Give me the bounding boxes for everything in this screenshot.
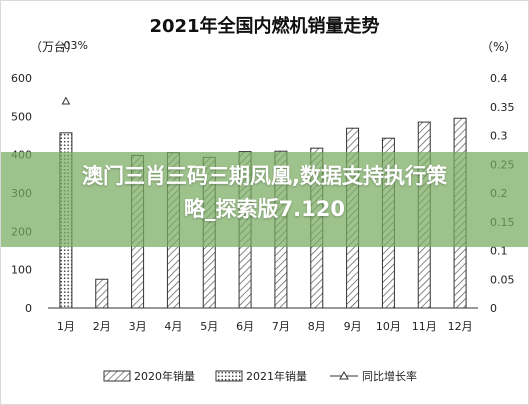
right-tick-label: 0.05	[490, 273, 515, 286]
left-axis-unit: （万台）	[30, 40, 79, 54]
x-tick-label: 8月	[308, 320, 326, 333]
right-tick-label: 0.1	[490, 245, 508, 258]
x-tick-label: 4月	[164, 320, 182, 333]
overlay-text: 澳门三肖三码三期凤凰,数据支持执行策 略_探索版7.120	[0, 160, 529, 226]
overlay-line-1: 澳门三肖三码三期凤凰,数据支持执行策	[82, 164, 447, 188]
right-tick-label: 0	[490, 302, 497, 315]
legend-swatch-2021	[215, 370, 243, 382]
legend-label-2020: 2020年销量	[134, 369, 195, 383]
x-tick-label: 11月	[412, 320, 437, 333]
growth-rate-point	[61, 96, 71, 105]
x-tick-label: 7月	[272, 320, 290, 333]
x-tick-label: 2月	[93, 320, 111, 333]
overlay-line-2: 略_探索版7.120	[184, 197, 345, 221]
right-tick-label: 0.4	[490, 72, 508, 85]
legend-marker-growth	[339, 370, 349, 380]
legend-label-2021: 2021年销量	[246, 369, 307, 383]
bar-2021	[95, 278, 109, 309]
x-tick-label: 9月	[344, 320, 362, 333]
left-tick-label: 500	[11, 110, 32, 123]
x-tick-label: 10月	[376, 320, 401, 333]
x-tick-label: 1月	[57, 320, 75, 333]
legend-label-growth: 同比增长率	[362, 369, 417, 383]
right-axis-unit: （%）	[481, 40, 517, 54]
left-tick-label: 0	[25, 302, 32, 315]
x-tick-label: 6月	[236, 320, 254, 333]
legend-swatch-2020	[103, 370, 131, 382]
x-tick-label: 12月	[448, 320, 473, 333]
x-tick-label: 5月	[200, 320, 218, 333]
left-tick-label: 100	[11, 264, 32, 277]
left-tick-label: 600	[11, 72, 32, 85]
chart-title: 2021年全国内燃机销量走势	[149, 16, 380, 37]
x-tick-label: 3月	[129, 320, 147, 333]
overlay-banner	[0, 152, 529, 247]
corner-annotation: .03%	[60, 39, 88, 52]
right-tick-label: 0.3	[490, 130, 508, 143]
right-tick-label: 0.35	[490, 101, 515, 114]
